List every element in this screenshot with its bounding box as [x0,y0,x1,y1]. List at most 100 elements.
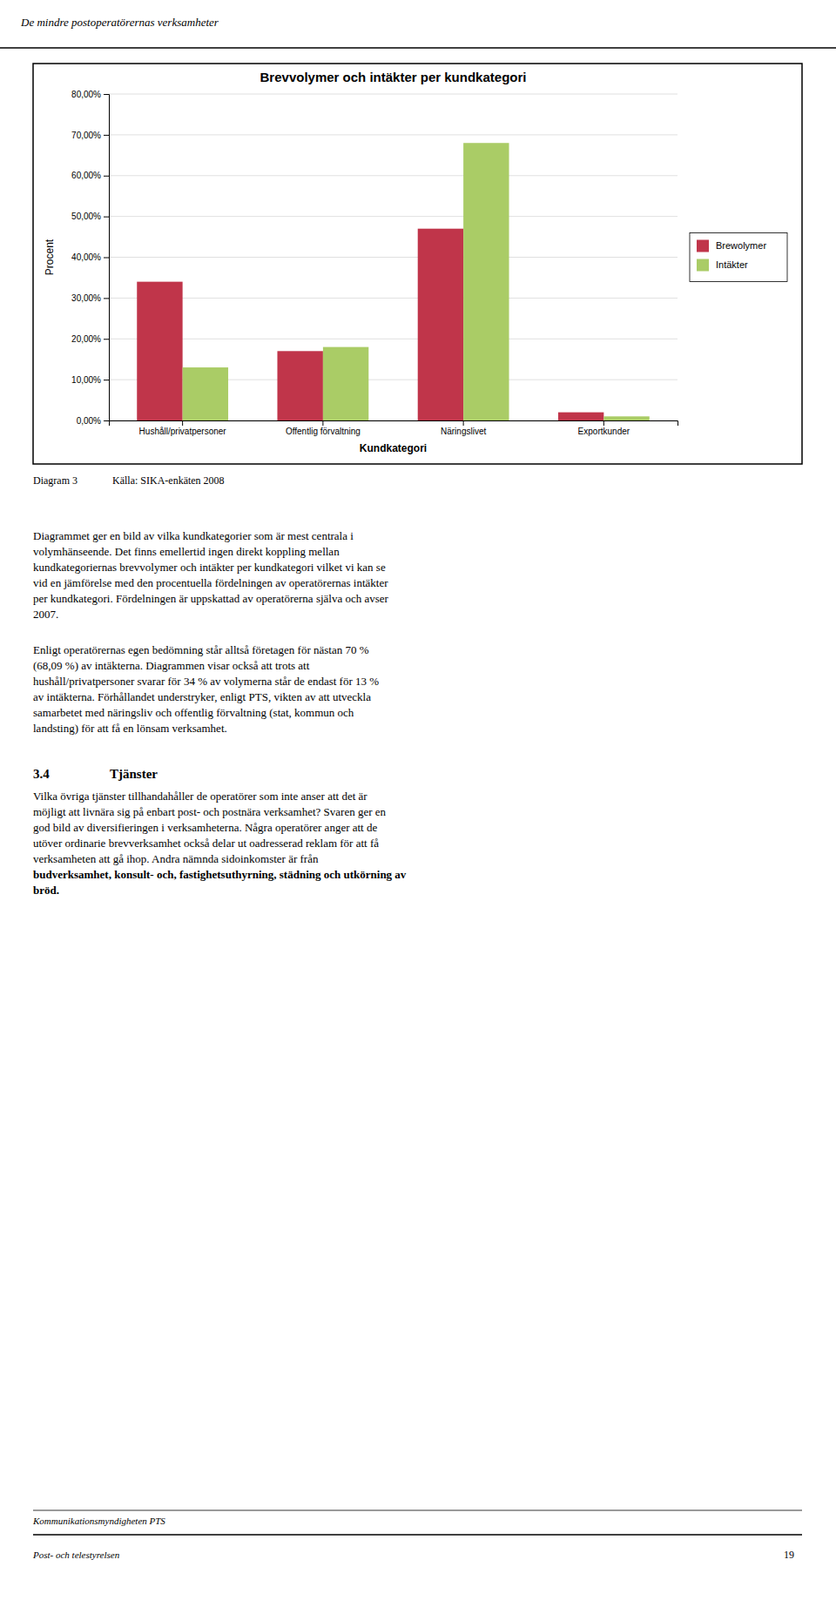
y-tick-mark [103,216,109,218]
page: De mindre postoperatörernas verksamheter… [0,0,836,1600]
y-tick: 10,00% [71,375,109,385]
body-line: Vilka övriga tjänster tillhandahåller de… [33,789,368,803]
x-axis: Hushåll/privatpersoner Offentlig förvaltn… [109,420,679,437]
header-rule [0,47,836,49]
body-line: verksamheten att gå ihop. Andra nämnda s… [33,852,319,866]
header-text: De mindre postoperatörernas verksamheter [20,15,220,29]
y-tick: 50,00% [71,211,109,222]
y-tick: 20,00% [71,334,109,344]
x-tick: Exportkunder [578,420,631,437]
bar [323,347,369,421]
y-tick-mark [103,420,109,422]
body-line: Enligt operatörernas egen bedömning står… [33,643,370,657]
x-tick: Offentlig förvaltning [285,420,361,437]
y-tick-label: 60,00% [71,170,102,181]
body-line: (68,09 %) av intäkterna. Diagrammen visa… [33,659,311,673]
y-tick-mark [103,297,109,299]
x-tick-label: Exportkunder [578,426,631,437]
bar-series [182,142,650,421]
body-line: volymhänseende. Det finns emellertid ing… [33,545,340,559]
y-tick-label: 20,00% [71,334,102,344]
y-tick-label: 80,00% [71,89,102,100]
bar [418,229,464,421]
y-tick-label: 30,00% [71,293,102,304]
body-line: per kundkategori. Fördelningen är uppska… [33,592,390,606]
section-number: 3.4 [33,767,50,782]
footer-right: Post- och telestyrelsen [32,1550,121,1561]
x-tick-label: Offentlig förvaltning [285,426,361,437]
y-tick-mark [103,94,109,95]
body-line: samarbetet med näringsliv och offentlig … [33,706,355,720]
section-heading: Tjänster [109,767,158,782]
y-tick-mark [103,338,109,340]
legend-swatch [696,240,709,253]
x-axis-title: Kundkategori [359,442,427,455]
grid-line [108,215,678,217]
x-tick-mark [603,420,605,426]
y-tick-mark [103,379,109,381]
diagram-source: Källa: SIKA-enkäten 2008 [112,474,225,487]
footer-rule [33,1510,803,1512]
body-line: Diagrammet ger en bild av vilka kundkate… [33,529,354,543]
footer-rule-2 [33,1534,803,1537]
bar [603,416,649,421]
y-axis-title: Procent [43,238,56,276]
y-tick-mark [103,175,109,177]
y-tick: 40,00% [71,252,109,263]
body-line: utöver ordinarie brevverksamhet också de… [33,836,379,850]
body-line: möjligt att livnära sig på enbart post- … [33,805,387,819]
y-tick: 60,00% [71,170,109,181]
body-line: 2007. [33,607,59,621]
body-line-bold: bröd. [33,883,60,897]
y-tick-label: 10,00% [71,375,102,385]
bar [558,412,604,421]
x-tick: Näringslivet [440,420,486,437]
y-tick-mark [103,257,109,259]
body-line: god bild av diversifieringen i verksamhe… [33,821,378,835]
legend-item: Intäkter [696,259,749,272]
legend: Brewolymer Intäkter [689,233,788,283]
bars [136,142,650,421]
legend-item: Brewolymer [696,240,767,253]
bar [276,350,323,421]
y-axis-line [103,94,110,422]
grid-line [108,297,678,299]
grid-line [108,175,678,176]
bar [182,367,229,421]
x-tick-label: Näringslivet [440,426,486,437]
x-axis-line [109,421,679,427]
bar-series [136,229,604,421]
y-tick-label: 40,00% [71,252,102,263]
grid-line [108,338,678,340]
body-line: av intäkterna. Förhållandet understryker… [33,690,371,704]
x-tick: Hushåll/privatpersoner [139,420,228,437]
x-tick-mark [322,420,324,426]
footer-page: 19 [783,1549,795,1562]
legend-label: Brewolymer [715,240,767,251]
y-tick-label: 0,00% [76,416,102,426]
x-tick-mark [463,420,465,426]
y-tick-mark [103,134,109,136]
bar [136,282,183,421]
footer-left: Kommunikationsmyndigheten PTS [32,1516,166,1527]
body-line: hushåll/privatpersoner svarar för 34 % a… [33,674,379,688]
body-text: Diagrammet ger en bild av vilka kundkate… [33,529,407,897]
chart-frame [33,63,803,465]
y-tick: 70,00% [71,130,109,141]
x-tick-mark [182,420,183,426]
bar [463,142,509,421]
x-tick-label: Hushåll/privatpersoner [139,426,228,437]
legend-box [689,233,788,283]
body-line: kundkategoriernas brevvolymer och intäkt… [33,560,386,574]
diagram-label: Diagram 3 [33,474,78,487]
body-line: vid en jämförelse med den procentuella f… [33,576,389,590]
body-line-bold: budverksamhet, konsult- och, fastighetsu… [33,868,407,882]
body-line: landsting) för att få en lönsam verksamh… [33,721,228,735]
grid [108,94,678,421]
legend-label: Intäkter [715,259,749,270]
y-tick: 30,00% [71,293,109,304]
chart: 0,00% 10,00% 20,00% 30,00% 40,00% 50,00% 60,00… [43,69,788,455]
y-tick-label: 70,00% [71,130,102,141]
chart-title: Brevvolymer och intäkter per kundkategor… [260,69,527,85]
y-tick-label: 50,00% [71,211,102,222]
